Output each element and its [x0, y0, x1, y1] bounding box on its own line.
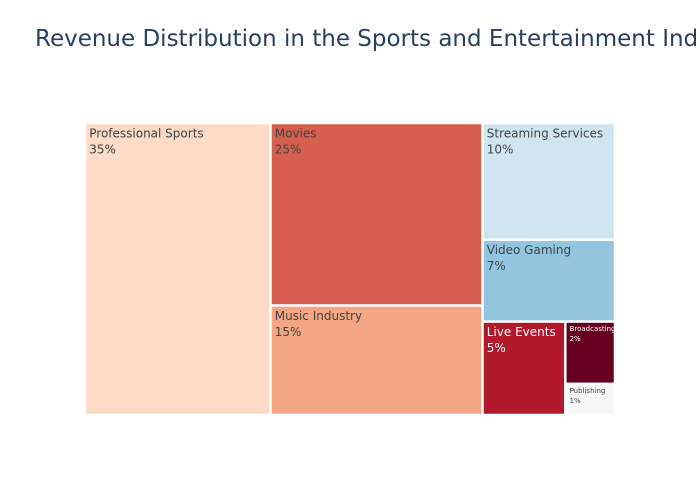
- tile-label-professional-sports: Professional Sports: [89, 126, 203, 140]
- tile-label-movies: Movies: [275, 126, 317, 140]
- tile-rect-music-industry[interactable]: [271, 306, 482, 414]
- tile-label-live-events: Live Events: [487, 325, 556, 339]
- tile-rect-streaming-services[interactable]: [483, 124, 614, 239]
- tile-value-broadcasting: 2%: [570, 335, 581, 343]
- tile-value-live-events: 5%: [487, 341, 506, 355]
- tile-label-music-industry: Music Industry: [275, 309, 362, 323]
- tile-label-publishing: Publishing: [570, 387, 606, 395]
- tile-value-publishing: 1%: [570, 397, 581, 405]
- tile-professional-sports[interactable]: Professional Sports 35%: [86, 124, 270, 414]
- tile-video-gaming[interactable]: Video Gaming 7%: [483, 241, 614, 321]
- tile-music-industry[interactable]: Music Industry 15%: [271, 306, 482, 414]
- tile-rect-professional-sports[interactable]: [86, 124, 270, 414]
- tile-value-movies: 25%: [275, 142, 302, 156]
- tile-live-events[interactable]: Live Events 5%: [483, 322, 565, 414]
- tile-label-streaming-services: Streaming Services: [487, 126, 603, 140]
- tile-rect-live-events[interactable]: [483, 322, 565, 414]
- chart-title: Revenue Distribution in the Sports and E…: [35, 26, 700, 52]
- tile-value-streaming-services: 10%: [487, 142, 514, 156]
- tile-broadcasting[interactable]: Broadcasting 2%: [566, 322, 616, 383]
- tile-value-video-gaming: 7%: [487, 259, 506, 273]
- tile-value-music-industry: 15%: [275, 325, 302, 339]
- tile-streaming-services[interactable]: Streaming Services 10%: [483, 124, 614, 239]
- tile-value-professional-sports: 35%: [89, 142, 116, 156]
- tile-publishing[interactable]: Publishing 1%: [566, 385, 614, 414]
- tile-rect-publishing[interactable]: [566, 385, 614, 414]
- tile-rect-movies[interactable]: [271, 124, 482, 305]
- tile-rect-broadcasting[interactable]: [566, 322, 614, 383]
- tile-label-broadcasting: Broadcasting: [570, 325, 616, 333]
- tile-rect-video-gaming[interactable]: [483, 241, 614, 321]
- tile-label-video-gaming: Video Gaming: [487, 243, 571, 257]
- tile-movies[interactable]: Movies 25%: [271, 124, 482, 305]
